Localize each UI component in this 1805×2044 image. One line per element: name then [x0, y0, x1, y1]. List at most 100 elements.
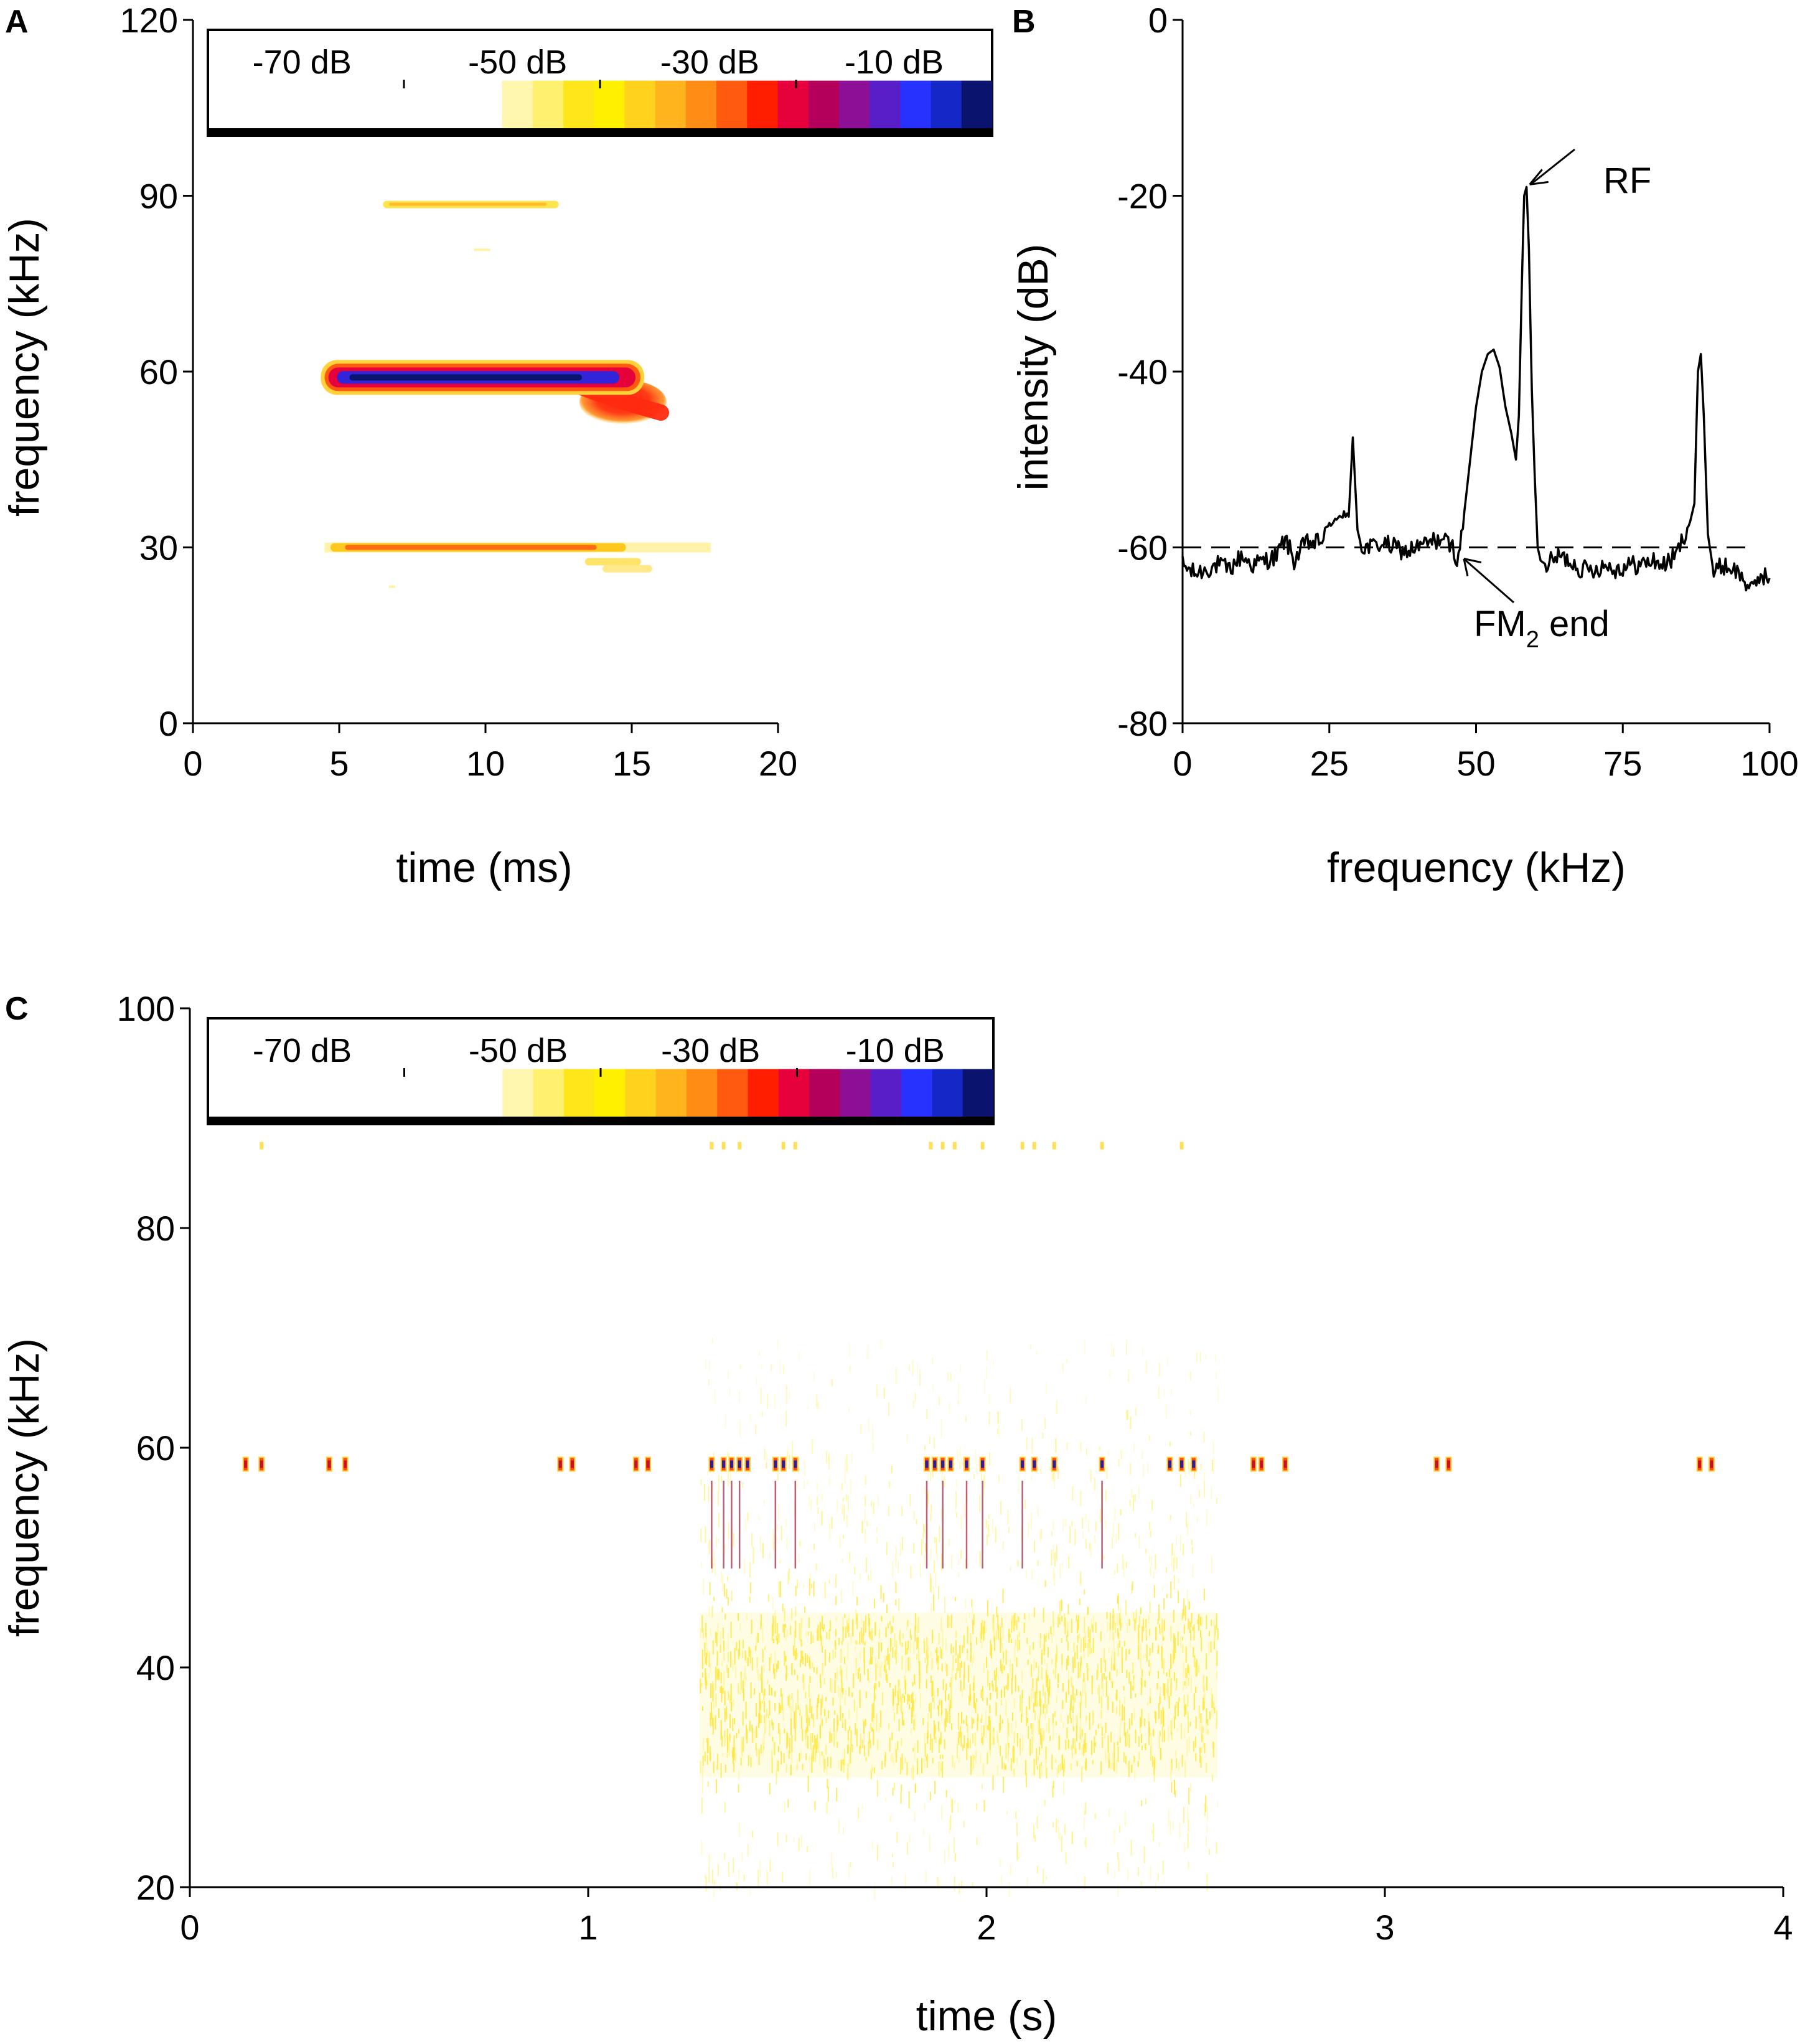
noise-streak — [1021, 1690, 1023, 1699]
noise-streak — [1141, 1677, 1143, 1687]
noise-streak — [1151, 1643, 1153, 1653]
noise-streak — [1087, 1643, 1089, 1648]
noise-streak — [1010, 1758, 1012, 1771]
noise-streak — [1182, 1681, 1184, 1691]
noise-streak — [960, 1661, 962, 1668]
noise-streak — [1029, 1645, 1031, 1655]
noise-streak — [1045, 1876, 1047, 1880]
noise-streak — [856, 1596, 858, 1606]
noise-streak — [1160, 1686, 1161, 1701]
noise-streak — [1018, 1639, 1020, 1650]
noise-streak — [757, 1669, 759, 1681]
noise-streak — [1085, 1715, 1087, 1720]
noise-streak — [739, 1623, 741, 1631]
noise-streak — [1087, 1626, 1089, 1638]
noise-streak — [995, 1526, 996, 1543]
noise-streak — [1217, 1628, 1219, 1640]
noise-streak — [850, 1478, 851, 1494]
noise-streak — [923, 1638, 925, 1646]
noise-streak — [1163, 1620, 1165, 1631]
noise-streak — [1081, 1766, 1083, 1782]
noise-streak — [822, 1663, 823, 1676]
noise-streak — [801, 1650, 803, 1661]
noise-streak — [840, 1760, 842, 1771]
noise-streak — [908, 1791, 910, 1809]
noise-streak — [926, 1637, 927, 1644]
noise-streak — [823, 1762, 825, 1773]
noise-streak — [731, 1750, 733, 1758]
noise-streak — [1008, 1628, 1010, 1643]
noise-streak — [1204, 1472, 1206, 1479]
noise-streak — [721, 1735, 723, 1747]
noise-streak — [967, 1626, 968, 1644]
noise-streak — [1108, 1753, 1110, 1769]
noise-streak — [932, 1697, 934, 1702]
noise-streak — [888, 1402, 889, 1416]
noise-streak — [858, 1807, 860, 1819]
noise-streak — [787, 1571, 789, 1585]
call-core — [327, 1460, 331, 1468]
noise-streak — [905, 1659, 907, 1674]
noise-streak — [715, 1715, 716, 1730]
noise-streak — [817, 1624, 819, 1641]
noise-streak — [926, 1753, 928, 1768]
noise-streak — [1036, 1748, 1038, 1766]
noise-streak — [848, 1615, 850, 1626]
noise-streak — [871, 1842, 873, 1850]
call-core — [634, 1460, 638, 1468]
noise-streak — [1125, 1649, 1127, 1661]
colorbar-swatch — [808, 80, 840, 128]
noise-streak — [847, 1763, 849, 1781]
noise-streak — [973, 1682, 974, 1691]
colorbar-label: -50 dB — [469, 1032, 568, 1069]
noise-streak — [747, 1512, 749, 1521]
noise-streak — [1044, 1659, 1046, 1664]
noise-streak — [1040, 1699, 1041, 1715]
noise-streak — [1150, 1531, 1151, 1537]
noise-streak — [931, 1603, 932, 1613]
call-core — [570, 1460, 574, 1468]
noise-streak — [1072, 1662, 1074, 1673]
noise-streak — [772, 1622, 774, 1636]
noise-streak — [951, 1799, 953, 1813]
noise-streak — [832, 1697, 834, 1706]
noise-streak — [909, 1493, 911, 1506]
noise-streak — [1211, 1694, 1213, 1708]
x-tick-label: 2 — [977, 1908, 996, 1947]
noise-streak — [731, 1701, 733, 1712]
noise-streak — [794, 1630, 795, 1647]
noise-streak — [1057, 1684, 1059, 1688]
noise-streak — [1158, 1735, 1160, 1749]
noise-streak — [803, 1584, 805, 1588]
noise-streak — [814, 1801, 816, 1811]
noise-streak — [1178, 1761, 1179, 1772]
noise-streak — [778, 1723, 780, 1734]
noise-streak — [720, 1572, 722, 1583]
noise-streak — [885, 1669, 887, 1681]
noise-streak — [1211, 1709, 1212, 1717]
noise-streak — [920, 1563, 921, 1578]
noise-streak — [1084, 1338, 1085, 1355]
call-core — [1283, 1460, 1287, 1468]
noise-streak — [1212, 1701, 1214, 1710]
noise-streak — [828, 1656, 830, 1662]
noise-streak — [959, 1730, 961, 1738]
noise-streak — [1076, 1645, 1078, 1659]
noise-streak — [891, 1466, 893, 1473]
noise-streak — [898, 1719, 900, 1732]
noise-streak — [1170, 1515, 1171, 1521]
noise-streak — [822, 1616, 823, 1629]
noise-streak — [807, 1406, 809, 1410]
noise-streak — [1021, 1419, 1023, 1432]
noise-streak — [1186, 1673, 1188, 1689]
noise-streak — [1130, 1463, 1132, 1475]
noise-streak — [741, 1741, 743, 1756]
noise-streak — [777, 1746, 779, 1752]
noise-streak — [1066, 1442, 1068, 1450]
noise-streak — [861, 1627, 863, 1643]
noise-streak — [1110, 1341, 1112, 1357]
noise-streak — [1117, 1885, 1119, 1897]
noise-streak — [1160, 1710, 1162, 1725]
noise-streak — [1124, 1697, 1126, 1705]
noise-streak — [1117, 1746, 1119, 1762]
